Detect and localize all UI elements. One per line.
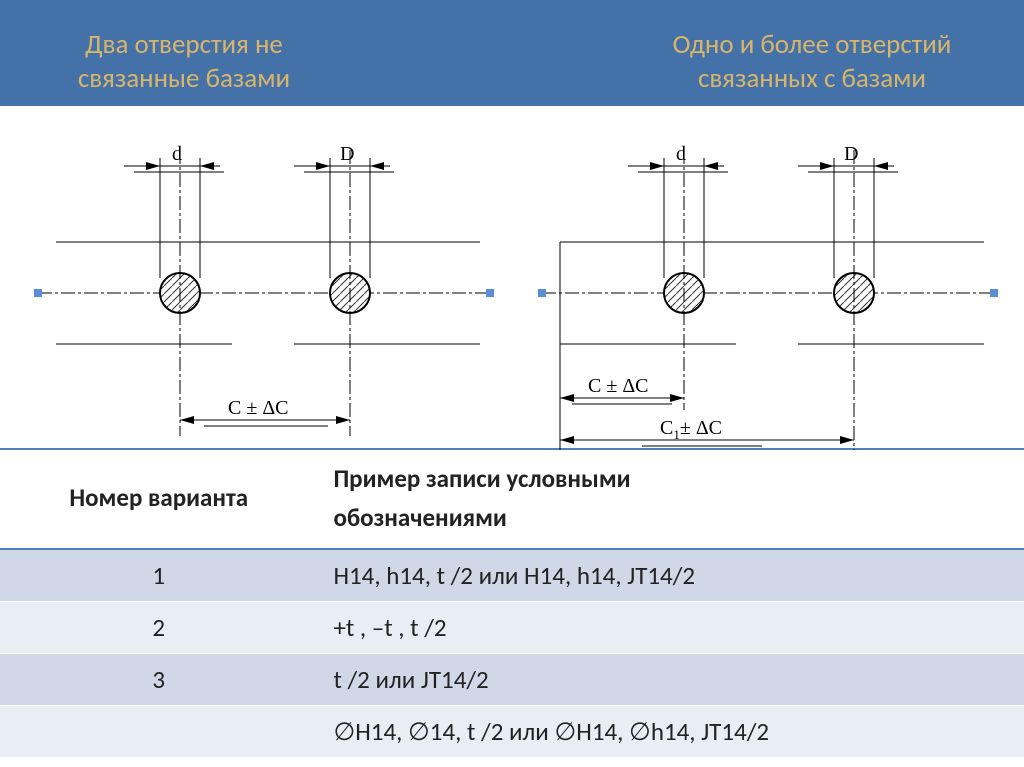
dim-d-right: d [676, 143, 686, 165]
header-left-line2: связанные базами [78, 62, 290, 95]
cell-variant [0, 705, 317, 757]
table-row: 1 H14, h14, t /2 или H14, h14, JT14/2 [0, 549, 1024, 602]
table-wrap: Номер варианта Пример записи условными о… [0, 448, 1024, 758]
dim-C-right: C ± ΔC [588, 375, 649, 397]
th-example: Пример записи условными обозначениями [317, 449, 1024, 549]
diagram-right: d D C ± ΔC C1± ΔC [532, 118, 1002, 448]
diagram-area: d D C ± ΔC [0, 106, 1024, 448]
cell-example: ∅H14, ∅14, t /2 или ∅H14, ∅h14, JT14/2 [317, 705, 1024, 757]
th-variant: Номер варианта [0, 449, 317, 549]
cell-variant: 2 [0, 601, 317, 653]
cell-example: H14, h14, t /2 или H14, h14, JT14/2 [317, 549, 1024, 602]
dim-C-left: C ± ΔC [228, 397, 289, 419]
header-band: Два отверстия не связанные базами Одно и… [0, 0, 1024, 106]
header-right-line2: связанных с базами [698, 62, 926, 95]
table-row: ∅H14, ∅14, t /2 или ∅H14, ∅h14, JT14/2 [0, 705, 1024, 757]
dim-d-left: d [172, 143, 182, 165]
header-right-line1: Одно и более отверстий [673, 28, 952, 61]
cell-example: t /2 или JT14/2 [317, 653, 1024, 705]
table-row: 2 +t , –t , t /2 [0, 601, 1024, 653]
table-header-row: Номер варианта Пример записи условными о… [0, 449, 1024, 549]
header-right: Одно и более отверстий связанных с базам… [632, 28, 992, 94]
notation-table: Номер варианта Пример записи условными о… [0, 448, 1024, 758]
dim-C1-right: C1± ΔC [660, 417, 722, 442]
header-left-line1: Два отверстия не [85, 28, 283, 61]
header-left: Два отверстия не связанные базами [24, 28, 344, 94]
diagram-left: d D C ± ΔC [28, 118, 498, 448]
dim-D-left: D [340, 143, 354, 165]
table-row: 3 t /2 или JT14/2 [0, 653, 1024, 705]
cell-example: +t , –t , t /2 [317, 601, 1024, 653]
cell-variant: 3 [0, 653, 317, 705]
cell-variant: 1 [0, 549, 317, 602]
dim-D-right: D [844, 143, 858, 165]
